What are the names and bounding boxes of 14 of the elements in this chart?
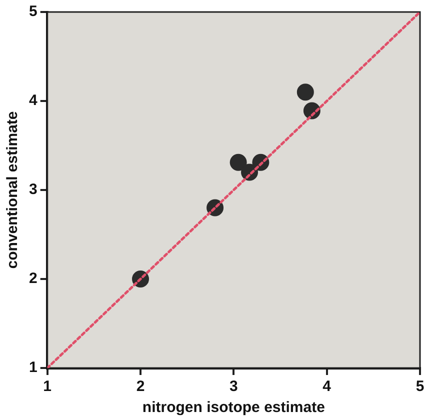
y-tick-label: 4 <box>29 92 38 110</box>
y-tick-label: 2 <box>29 270 38 288</box>
y-tick-label: 3 <box>29 181 38 198</box>
x-tick-label: 1 <box>43 378 52 396</box>
point <box>230 154 247 171</box>
x-tick-label: 4 <box>322 378 332 396</box>
x-tick-label: 5 <box>416 378 424 396</box>
x-tick-label: 3 <box>230 378 238 396</box>
y-axis-title: conventional estimate <box>4 111 22 269</box>
x-axis-title: nitrogen isotope estimate <box>142 399 325 416</box>
y-tick-label: 5 <box>29 3 38 20</box>
x-tick-label: 2 <box>136 378 145 396</box>
point <box>296 84 314 101</box>
y-tick-label: 1 <box>29 359 38 376</box>
